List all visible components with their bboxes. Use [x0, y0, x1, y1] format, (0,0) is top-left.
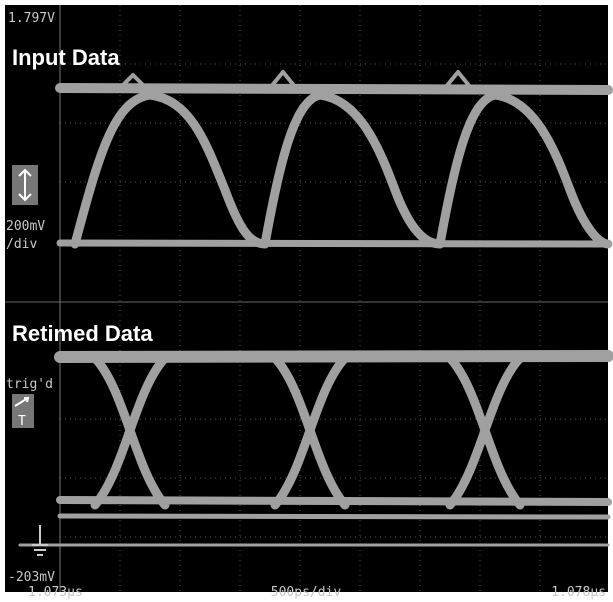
scope-screen: 1.797V Input Data 200mV /div Retimed Dat…	[0, 0, 613, 602]
input-high-level	[60, 88, 608, 90]
bottom-voltage: -203mV	[8, 570, 55, 585]
input-low-level	[60, 243, 608, 244]
trigger-status: trig'd	[6, 377, 53, 392]
trace-label: Input Data	[12, 45, 120, 70]
volts-per-div: 200mV	[6, 219, 45, 234]
top-voltage: 1.797V	[8, 11, 55, 26]
volts-per-div-unit: /div	[6, 237, 37, 252]
trace-label: Retimed Data	[12, 321, 153, 346]
retimed-low-level-2	[60, 516, 608, 517]
time-start: 1.073μs	[28, 585, 83, 600]
time-end: 1.078μs	[551, 585, 606, 600]
time-per-div: 500ps/div	[271, 585, 342, 600]
page: 1.797V Input Data 200mV /div Retimed Dat…	[0, 0, 613, 602]
retimed-high-level	[60, 356, 608, 357]
trigger-icon: T	[18, 414, 26, 429]
retimed-low-level	[60, 500, 608, 502]
